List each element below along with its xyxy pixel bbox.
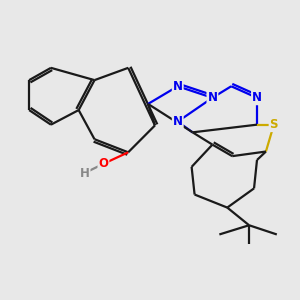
Text: S: S bbox=[270, 118, 278, 131]
Text: H: H bbox=[80, 167, 89, 179]
Text: O: O bbox=[98, 157, 108, 170]
Text: N: N bbox=[207, 91, 218, 104]
Text: N: N bbox=[173, 115, 183, 128]
Text: N: N bbox=[173, 80, 183, 93]
Text: N: N bbox=[252, 91, 262, 104]
